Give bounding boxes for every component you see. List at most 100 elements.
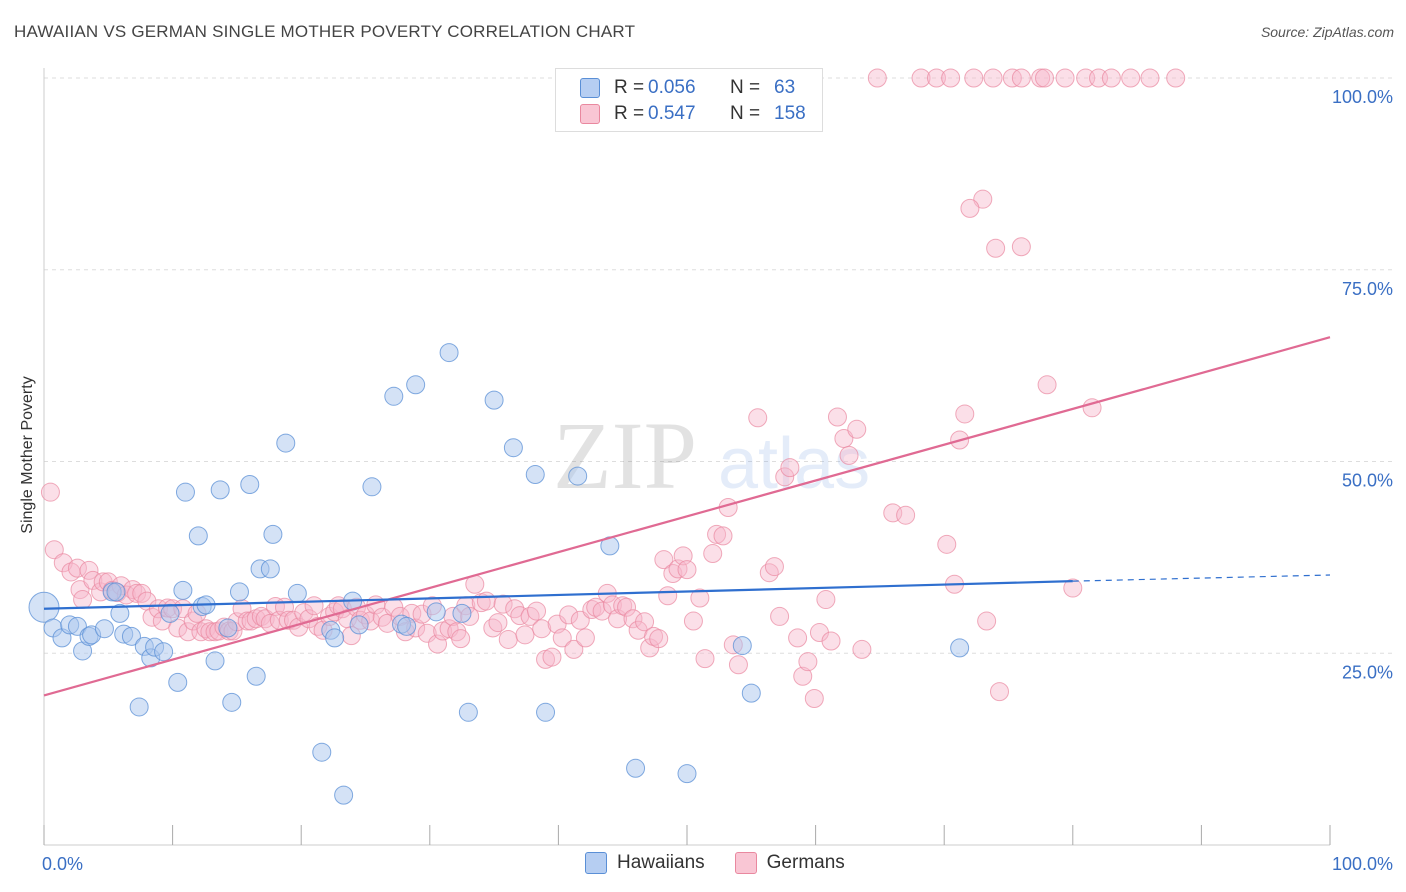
legend-row-germans: R = 0.547 N = 158 (580, 103, 806, 125)
german-point (67, 558, 87, 578)
hawaiian-point (458, 702, 478, 722)
hawaiian-point (525, 465, 545, 485)
hawaiian-point (106, 582, 126, 602)
german-point (1037, 375, 1057, 395)
legend-row-hawaiians: R = 0.056 N = 63 (580, 77, 795, 99)
german-point (44, 540, 64, 560)
german-point (788, 628, 808, 648)
hawaiian-point (426, 602, 446, 622)
legend-item-germans[interactable]: Germans (734, 852, 845, 874)
hawaiian-point (536, 702, 556, 722)
german-point (592, 601, 612, 621)
german-point (304, 596, 324, 616)
legend-swatch-hawaiians (580, 78, 600, 98)
hawaiian-point (732, 636, 752, 656)
german-point (493, 594, 513, 614)
legend-item-hawaiians[interactable]: Hawaiians (585, 852, 705, 874)
y-tick-label: 100.0% (1332, 87, 1393, 107)
german-point (973, 189, 993, 209)
german-point (559, 605, 579, 625)
german-point (983, 68, 1003, 88)
hawaiian-point (626, 758, 646, 778)
german-point (770, 606, 790, 626)
german-point (617, 597, 637, 617)
german-point (127, 583, 147, 603)
german-point (1063, 578, 1083, 598)
german-point (683, 611, 703, 631)
german-point (1011, 237, 1031, 257)
german-point (852, 639, 872, 659)
hawaiian-point (406, 375, 426, 395)
hawaiian-point (334, 785, 354, 805)
german-point (793, 666, 813, 686)
y-tick-label: 25.0% (1342, 662, 1393, 682)
hawaiian-point (397, 616, 417, 636)
legend-n-label: N = (730, 77, 761, 98)
german-point (1101, 68, 1121, 88)
german-point (703, 544, 723, 564)
german-point (278, 610, 298, 630)
hawaiian-point (218, 618, 238, 638)
hawaiian-point (94, 619, 114, 639)
hawaiian-point (173, 580, 193, 600)
legend-box: R = 0.056 N = 63 R = 0.547 N = 158 (555, 68, 823, 132)
hawaiian-point (260, 559, 280, 579)
german-point (515, 625, 535, 645)
hawaiian-point (439, 343, 459, 363)
hawaiian-point (677, 764, 697, 784)
x-tick-label-max: 100.0% (1332, 854, 1393, 874)
legend-swatch-hawaiians (585, 852, 607, 874)
hawaiian-point (175, 482, 195, 502)
legend-label-hawaiians: Hawaiians (617, 852, 705, 873)
german-point (79, 560, 99, 580)
x-tick-label-min: 0.0% (42, 854, 83, 874)
german-point (241, 611, 261, 631)
german-point (827, 407, 847, 427)
hawaiian-point (205, 651, 225, 671)
german-point (1140, 68, 1160, 88)
german-point (764, 557, 784, 577)
hawaiian-point (950, 638, 970, 658)
german-point (623, 609, 643, 629)
german-point (654, 550, 674, 570)
german-point (476, 591, 496, 611)
hawaiian-point (741, 683, 761, 703)
german-point (1035, 68, 1055, 88)
hawaiian-point (276, 433, 296, 453)
hawaiian-point (210, 480, 230, 500)
hawaiian-point (222, 692, 242, 712)
hawaiian-point (121, 626, 141, 646)
hawaiian-point (384, 386, 404, 406)
german-point (483, 618, 503, 638)
german-point (73, 590, 93, 610)
hawaiian-point (325, 628, 345, 648)
german-point (977, 611, 997, 631)
german-point (804, 689, 824, 709)
hawaiian-point (188, 526, 208, 546)
grid-lines (44, 77, 1395, 654)
german-point (1055, 68, 1075, 88)
hawaiian-point (154, 642, 174, 662)
german-point (989, 682, 1009, 702)
german-point (867, 68, 887, 88)
german-point (798, 652, 818, 672)
german-point (564, 639, 584, 659)
legend-swatch-germans (580, 104, 600, 124)
german-point (542, 647, 562, 667)
german-point (911, 68, 931, 88)
german-point (690, 588, 710, 608)
hawaiian-point (503, 438, 523, 458)
hawaiian-point (452, 603, 472, 623)
german-point (896, 505, 916, 525)
german-point (527, 601, 547, 621)
legend-n-value: 63 (774, 77, 796, 98)
hawaiian-point (362, 477, 382, 497)
german-point (498, 629, 518, 649)
hawaiians-series (28, 343, 970, 805)
german-point (955, 404, 975, 424)
german-point (964, 68, 984, 88)
german-point (847, 419, 867, 439)
german-point (520, 606, 540, 626)
legend-r-value: 0.547 (648, 103, 696, 124)
